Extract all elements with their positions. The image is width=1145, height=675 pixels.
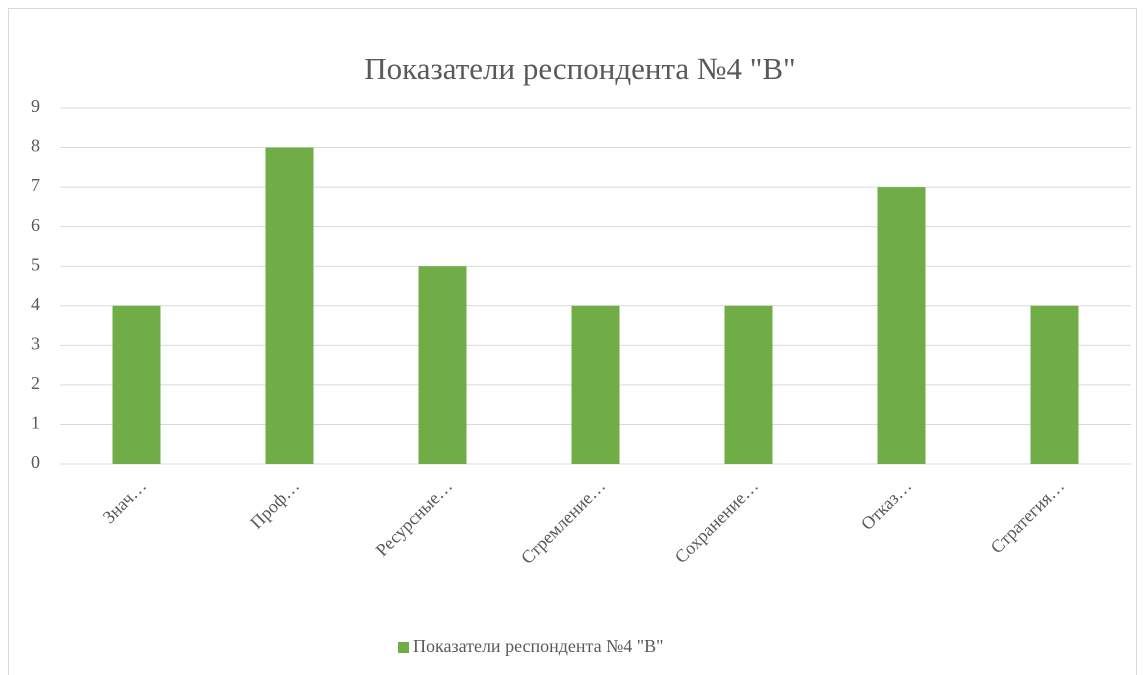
legend-label: Показатели респондента №4 "В" — [413, 636, 664, 656]
y-tick-label: 4 — [31, 294, 40, 314]
bar — [265, 147, 314, 465]
y-tick-label: 9 — [31, 96, 40, 116]
chart-title: Показатели респондента №4 "В" — [364, 51, 795, 86]
y-tick-label: 6 — [31, 215, 40, 235]
bar — [418, 266, 467, 464]
bar — [724, 305, 773, 464]
y-tick-label: 8 — [31, 136, 40, 156]
bar — [571, 305, 620, 464]
bar — [877, 187, 926, 464]
y-tick-label: 2 — [31, 373, 40, 393]
y-tick-label: 3 — [31, 333, 40, 353]
y-tick-label: 0 — [31, 452, 40, 472]
legend-swatch — [398, 642, 409, 653]
y-tick-label: 1 — [31, 413, 40, 433]
y-tick-label: 7 — [31, 175, 40, 195]
bar — [112, 305, 161, 464]
bar — [1030, 305, 1079, 464]
y-tick-label: 5 — [31, 254, 40, 274]
